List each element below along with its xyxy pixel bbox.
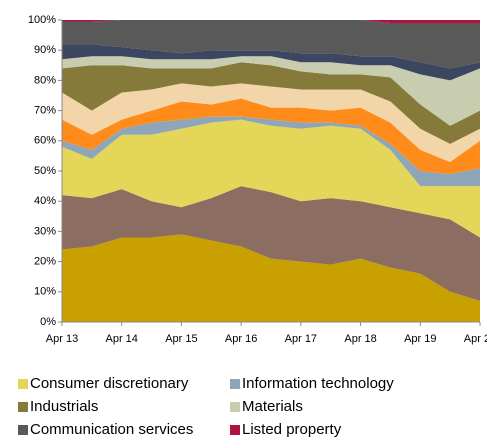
legend-swatch (18, 425, 28, 435)
legend-label: Consumer discretionary (30, 375, 189, 392)
legend-label: Industrials (30, 398, 98, 415)
y-tick-label: 10% (34, 286, 56, 298)
y-tick-label: 50% (34, 165, 56, 177)
area (62, 44, 480, 81)
x-tick-label: Apr 13 (46, 333, 78, 345)
y-tick-label: 0% (40, 316, 56, 328)
legend-label: Communication services (30, 421, 193, 438)
y-tick-label: 90% (34, 44, 56, 56)
area (62, 119, 480, 238)
y-tick-label: 20% (34, 256, 56, 268)
legend-swatch (18, 402, 28, 412)
area (62, 234, 480, 322)
area (62, 98, 480, 175)
legend-label: Materials (242, 398, 303, 415)
y-tick-label: 100% (28, 14, 56, 26)
x-tick-label: Apr 16 (225, 333, 257, 345)
legend-label: Information technology (242, 375, 394, 392)
y-tick-label: 80% (34, 74, 56, 86)
legend-label: Listed property (242, 421, 342, 438)
y-tick-label: 40% (34, 195, 56, 207)
legend-swatch (230, 379, 240, 389)
y-tick-label: 30% (34, 225, 56, 237)
x-tick-label: Apr 20 (464, 333, 487, 345)
x-tick-label: Apr 18 (344, 333, 376, 345)
area (62, 116, 480, 187)
area (62, 56, 480, 126)
x-tick-label: Apr 17 (285, 333, 317, 345)
x-tick-label: Apr 15 (165, 333, 197, 345)
area (62, 186, 480, 301)
area (62, 20, 480, 69)
area (62, 62, 480, 144)
x-tick-label: Apr 14 (106, 333, 138, 345)
legend-swatch (18, 379, 28, 389)
area (62, 83, 480, 162)
legend-swatch (230, 425, 240, 435)
area (62, 20, 480, 24)
y-tick-label: 60% (34, 135, 56, 147)
y-tick-label: 70% (34, 105, 56, 117)
x-tick-label: Apr 19 (404, 333, 436, 345)
legend-swatch (230, 402, 240, 412)
